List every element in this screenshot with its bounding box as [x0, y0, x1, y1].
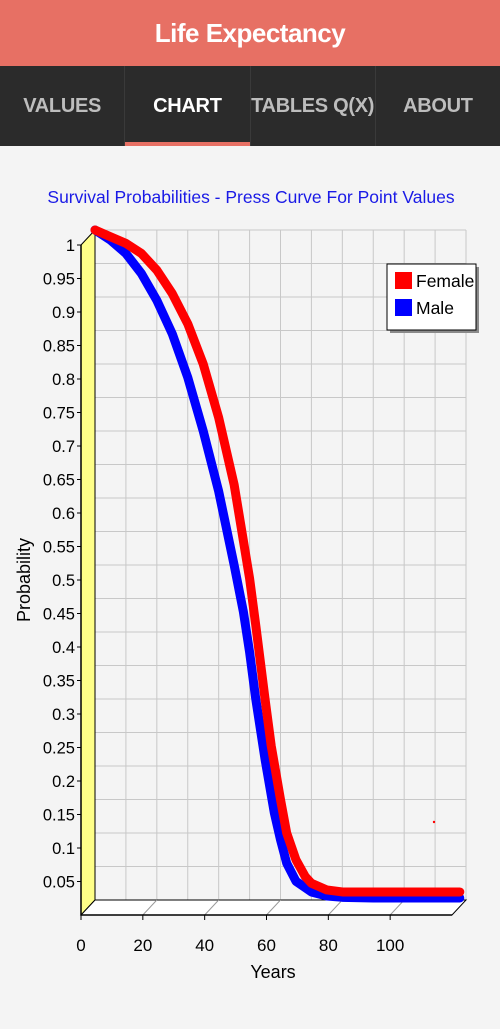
floor-tick-line: [327, 899, 343, 916]
chart-series[interactable]: [90, 225, 465, 903]
floor-tick-line: [266, 899, 281, 916]
tab-bar: VALUES CHART TABLES Q(X) ABOUT: [0, 66, 500, 146]
y-axis-wall: [80, 228, 96, 917]
survival-chart[interactable]: Survival Probabilities - Press Curve For…: [0, 146, 500, 1024]
y-tick-label: 0.25: [43, 740, 75, 758]
series-line-female[interactable]: [90, 225, 465, 897]
x-tick-label: 80: [319, 936, 338, 955]
legend-swatch-male: [395, 299, 412, 316]
y-tick-label: 0.2: [52, 773, 75, 791]
y-tick-label: 0.35: [43, 673, 75, 691]
legend-label-female: Female: [416, 271, 474, 291]
y-tick-label: 0.8: [52, 371, 75, 389]
x-tick-label: 20: [133, 936, 152, 955]
y-tick-label: 0.9: [52, 304, 75, 322]
y-tick-label: 0.5: [52, 572, 75, 590]
y-tick-label: 0.3: [52, 706, 75, 724]
y-tick-label: 0.6: [52, 505, 75, 523]
tab-tables-qx[interactable]: TABLES Q(X): [251, 66, 376, 146]
y-tick-label: 0.05: [43, 874, 75, 892]
y-tick-label: 1: [66, 237, 75, 255]
chart-panel: Survival Probabilities - Press Curve For…: [0, 146, 500, 1024]
x-tick-label: 0: [76, 936, 85, 955]
y-axis-label: Probability: [14, 538, 34, 622]
y-tick-label: 0.4: [52, 639, 75, 657]
legend-label-male: Male: [416, 298, 454, 318]
floor-tick-line: [389, 899, 405, 916]
series-line-male[interactable]: [90, 225, 465, 903]
tab-values[interactable]: VALUES: [0, 66, 126, 146]
y-tick-label: 0.85: [43, 338, 75, 356]
y-tick-label: 0.15: [43, 807, 75, 825]
chart-legend: Female Male: [386, 263, 479, 333]
y-tick-label: 0.55: [43, 539, 75, 557]
x-axis-label: Years: [250, 962, 295, 982]
x-tick-label: 100: [376, 936, 404, 955]
x-tick-label: 40: [195, 936, 214, 955]
floor-tick-line: [142, 899, 158, 916]
floor-tick-line: [204, 899, 220, 916]
x-tick-label: 60: [257, 936, 276, 955]
y-tick-label: 0.65: [43, 472, 75, 490]
tab-about[interactable]: ABOUT: [403, 94, 473, 117]
y-tick-label: 0.75: [43, 405, 75, 423]
y-tick-label: 0.7: [52, 438, 75, 456]
app-title: Life Expectancy: [154, 17, 346, 48]
legend-swatch-female: [395, 272, 412, 289]
tab-chart[interactable]: CHART: [125, 66, 251, 146]
chart-axes: 0.05 0.1 0.15 0.2 0.25 0.3 0.35 0.4 0.45 0.5 0.55 0…: [43, 228, 468, 955]
app-title-bar: Life Expectancy: [0, 0, 500, 66]
chart-title: Survival Probabilities - Press Curve For…: [47, 187, 454, 207]
y-tick-label: 0.95: [43, 271, 75, 289]
y-tick-label: 0.45: [43, 606, 75, 624]
y-tick-label: 0.1: [52, 840, 75, 858]
stray-red-dot: [432, 820, 436, 824]
